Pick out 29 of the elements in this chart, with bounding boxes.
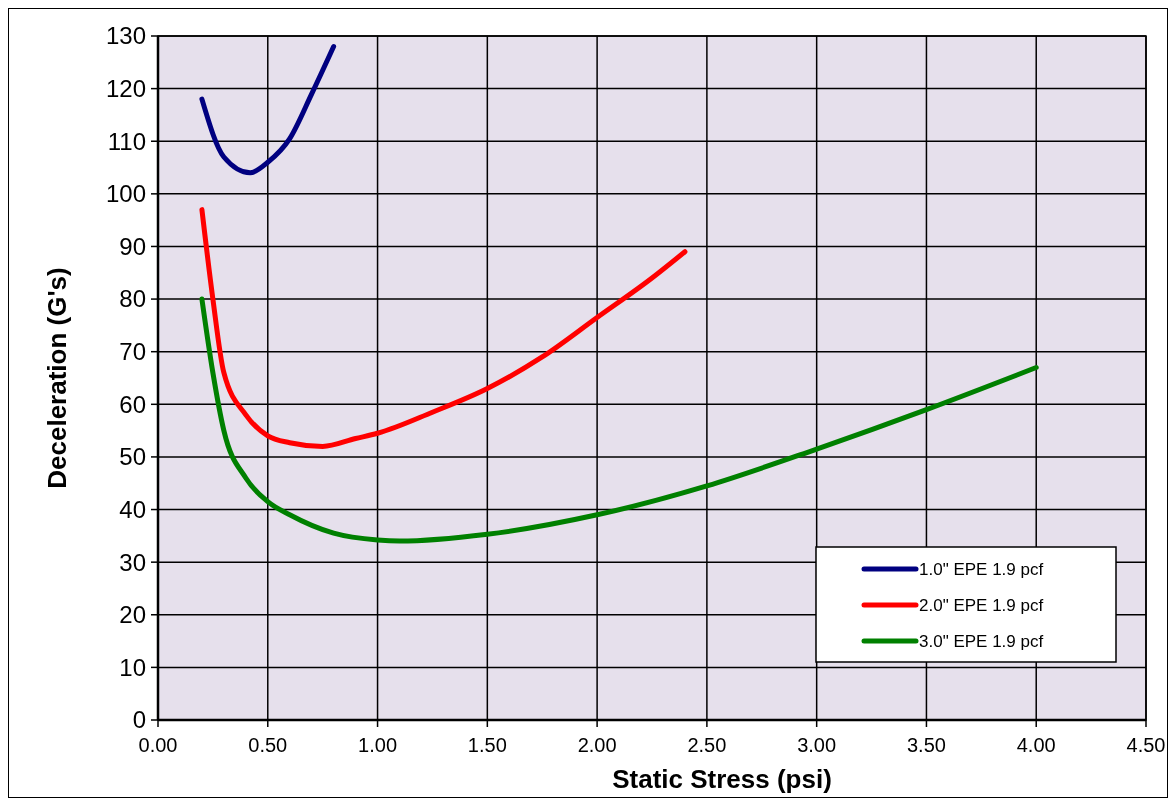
legend-label: 3.0" EPE 1.9 pcf (919, 631, 1044, 651)
y-axis-title: Deceleration (G's) (42, 267, 72, 489)
x-tick-label: 4.00 (1016, 734, 1056, 756)
y-tick-label: 0 (132, 706, 146, 734)
legend-label: 1.0" EPE 1.9 pcf (919, 559, 1044, 579)
y-tick-label: 20 (119, 601, 146, 629)
x-tick-label: 2.50 (687, 734, 727, 756)
y-tick-label: 120 (105, 75, 146, 103)
x-tick-label: 3.00 (797, 734, 837, 756)
x-tick-label: 4.50 (1126, 734, 1166, 756)
x-tick-label: 0.50 (248, 734, 288, 756)
y-tick-label: 80 (119, 285, 146, 313)
y-tick-label: 30 (119, 548, 146, 576)
y-tick-label: 10 (119, 653, 146, 681)
y-tick-label: 100 (105, 180, 146, 208)
x-tick-label: 0.00 (138, 734, 178, 756)
y-tick-label: 60 (119, 390, 146, 418)
x-tick-label: 1.50 (467, 734, 507, 756)
y-tick-label: 50 (119, 443, 146, 471)
y-tick-label: 70 (119, 338, 146, 366)
y-tick-label: 110 (107, 127, 146, 155)
legend-label: 2.0" EPE 1.9 pcf (919, 595, 1044, 615)
x-axis-title: Static Stress (psi) (612, 764, 832, 794)
y-tick-label: 40 (119, 495, 146, 523)
y-tick-label: 90 (119, 232, 146, 260)
x-tick-label: 1.00 (358, 734, 398, 756)
y-tick-label: 130 (105, 22, 146, 50)
x-tick-label: 2.00 (577, 734, 617, 756)
x-tick-label: 3.50 (906, 734, 946, 756)
